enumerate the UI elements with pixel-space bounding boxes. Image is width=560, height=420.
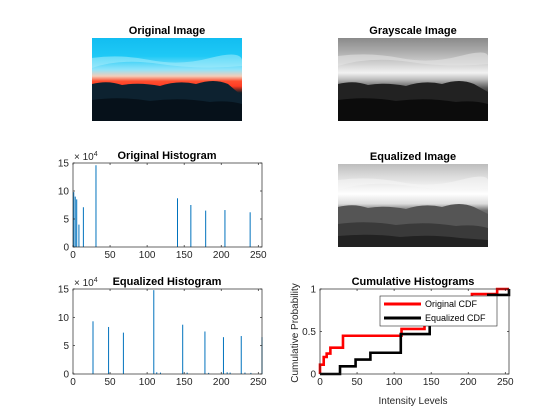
cumulative-histograms-title: Cumulative Histograms	[352, 276, 475, 288]
0|original-histogram-xtick-label: 100	[139, 250, 156, 261]
equalized-image-title: Equalized Image	[370, 151, 456, 163]
2|cdf-xtick-label: 150	[423, 377, 440, 388]
1|equalized-histogram-xtick-label: 250	[250, 377, 267, 388]
2|cdf-xtick-label: 0	[317, 377, 323, 388]
0|original-histogram-xtick-label: 50	[104, 250, 116, 261]
1|equalized-histogram-axes-box	[72, 288, 263, 375]
cdf-legend-box	[379, 295, 498, 327]
0|original-histogram-xtick-label: 150	[176, 250, 193, 261]
cumulative-histograms-axes: Cumulative Histograms Intensity Levels C…	[290, 276, 514, 407]
equalized-image-ground	[338, 234, 488, 247]
grayscale-image-band	[338, 52, 489, 66]
0|original-histogram-axes-box	[72, 162, 263, 248]
equalized-image-band	[338, 176, 489, 190]
1|equalized-histogram-ytick-label: 0	[63, 370, 69, 381]
2|cdf-xtick-label: 50	[351, 377, 363, 388]
1|equalized-histogram-xtick-label: 150	[176, 377, 193, 388]
1|equalized-histogram-xtick-label: 50	[104, 377, 116, 388]
original-image-band-light	[92, 54, 242, 68]
equalized-histogram-exponent: × 104	[74, 277, 98, 289]
original-image-ridge	[92, 98, 242, 121]
grayscale-image-panel: Grayscale Image	[338, 25, 489, 121]
1|equalized-histogram-ytick-label: 10	[58, 313, 70, 324]
1|equalized-histogram-xtick-label: 200	[213, 377, 230, 388]
2|cdf-xtick-label: 200	[460, 377, 477, 388]
0|original-histogram-ytick-label: 15	[58, 159, 70, 170]
equalized-histogram-axes: Equalized Histogram × 104 0 50 100 150 200 25…	[58, 276, 267, 388]
2|cdf-ytick-label: 0	[310, 370, 316, 381]
1|equalized-histogram-xtick-label: 100	[139, 377, 156, 388]
cdf-ylabel: Cumulative Probability	[290, 283, 301, 383]
equalized-histogram-title: Equalized Histogram	[113, 276, 222, 288]
1|equalized-histogram-ytick-label: 15	[58, 285, 70, 296]
0|original-histogram-xtick-label: 200	[213, 250, 230, 261]
cdf-legend: Original CDF Equalized CDF	[379, 295, 498, 327]
original-image-title: Original Image	[129, 25, 205, 37]
original-histogram-title: Original Histogram	[117, 150, 216, 162]
original-image-panel: Original Image	[92, 25, 242, 121]
1|equalized-histogram-xtick-label: 0	[70, 377, 76, 388]
0|original-histogram-ytick-label: 0	[63, 243, 69, 254]
original-histogram-exponent-power: 4	[94, 151, 98, 158]
2|cdf-ytick-label: 0.5	[302, 327, 316, 338]
2|cdf-ytick-label: 1	[310, 285, 316, 296]
legend-label-original-cdf: Original CDF	[425, 299, 478, 309]
2|cdf-xtick-label: 250	[497, 377, 514, 388]
legend-label-equalized-cdf: Equalized CDF	[425, 313, 486, 323]
original-histogram-exponent: × 104	[74, 151, 98, 163]
1|equalized-histogram-ytick-label: 5	[63, 341, 69, 352]
0|original-histogram-ytick-label: 10	[58, 187, 70, 198]
0|original-histogram-xtick-label: 0	[70, 250, 76, 261]
grayscale-image-title: Grayscale Image	[369, 25, 456, 37]
0|original-histogram-xtick-label: 250	[250, 250, 267, 261]
grayscale-image-ridge	[338, 98, 488, 121]
0|original-histogram-ytick-label: 5	[63, 215, 69, 226]
equalized-image-panel: Equalized Image	[338, 151, 489, 247]
cdf-xlabel: Intensity Levels	[379, 396, 448, 407]
original-histogram-axes: Original Histogram × 104 0 50 100 150 200 250…	[58, 150, 267, 261]
2|cdf-xtick-label: 100	[386, 377, 403, 388]
equalized-histogram-exponent-power: 4	[94, 277, 98, 284]
